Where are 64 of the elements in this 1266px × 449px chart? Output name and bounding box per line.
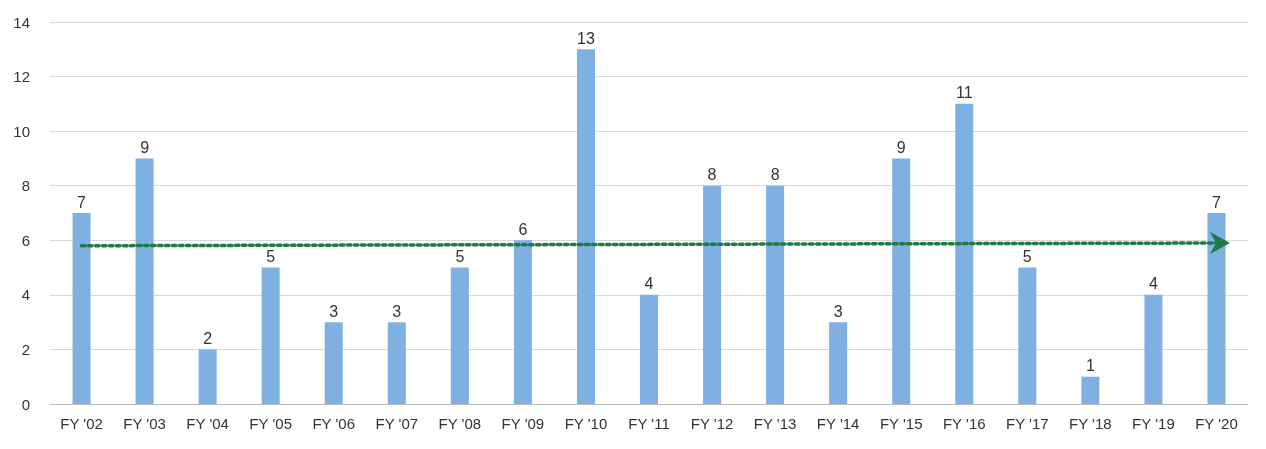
bar — [892, 158, 911, 404]
x-tick-label: FY '03 — [123, 415, 166, 432]
y-tick-label: 8 — [21, 177, 30, 195]
x-tick-label: FY '04 — [186, 415, 229, 432]
data-label: 6 — [518, 220, 528, 238]
x-tick-label: FY '02 — [60, 415, 103, 432]
bar — [576, 49, 595, 404]
data-label: 4 — [644, 275, 654, 293]
x-tick-label: FY '18 — [1069, 415, 1112, 432]
bar — [198, 349, 217, 404]
x-tick-label: FY '08 — [438, 415, 482, 432]
data-label: 11 — [955, 84, 973, 102]
data-label: 3 — [329, 302, 339, 320]
x-tick-label: FY '19 — [1132, 415, 1175, 432]
bar — [1081, 376, 1100, 404]
x-tick-label: FY '06 — [312, 415, 356, 432]
y-tick-label: 4 — [21, 286, 30, 304]
data-label: 7 — [1212, 193, 1222, 211]
data-label: 8 — [770, 166, 780, 184]
x-tick-label: FY '10 — [564, 415, 608, 432]
bar — [829, 322, 848, 404]
bar — [1144, 294, 1163, 404]
data-label: 9 — [140, 138, 150, 156]
data-label: 5 — [1022, 248, 1032, 266]
data-label: 3 — [392, 302, 402, 320]
data-label: 13 — [577, 29, 595, 47]
bar — [450, 267, 469, 404]
data-label: 3 — [833, 302, 843, 320]
bar — [387, 322, 406, 404]
data-label: 5 — [266, 248, 276, 266]
bar — [766, 185, 785, 404]
data-label: 5 — [455, 248, 465, 266]
bar — [72, 213, 91, 404]
x-tick-label: FY '20 — [1195, 415, 1238, 432]
bar — [135, 158, 154, 404]
x-tick-label: FY '09 — [501, 415, 545, 432]
x-tick-label: FY '07 — [375, 415, 419, 432]
bar — [640, 294, 658, 404]
data-label: 7 — [77, 193, 87, 211]
y-tick-label: 14 — [13, 13, 30, 31]
bar — [324, 322, 343, 404]
bar — [1018, 267, 1037, 404]
bar — [513, 240, 532, 404]
x-tick-label: FY '13 — [753, 415, 797, 432]
y-tick-label: 12 — [13, 68, 30, 86]
bar — [703, 185, 722, 404]
data-label: 8 — [707, 166, 717, 184]
x-tick-label: FY '05 — [249, 415, 292, 432]
y-tick-label: 10 — [13, 122, 30, 140]
data-label: 4 — [1148, 275, 1158, 293]
x-tick-label: FY '11 — [628, 415, 670, 432]
data-label: 2 — [203, 329, 213, 347]
y-tick-label: 2 — [21, 340, 30, 358]
data-label: 1 — [1085, 357, 1095, 375]
x-tick-label: FY '14 — [816, 415, 860, 432]
y-tick-label: 6 — [21, 231, 30, 249]
x-tick-label: FY '12 — [690, 415, 734, 432]
x-tick-label: FY '16 — [942, 415, 986, 432]
bar — [261, 267, 280, 404]
bar — [955, 103, 974, 404]
x-tick-label: FY '17 — [1006, 415, 1049, 432]
y-tick-label: 0 — [21, 395, 30, 413]
x-tick-label: FY '15 — [879, 415, 923, 432]
data-label: 9 — [896, 138, 906, 156]
